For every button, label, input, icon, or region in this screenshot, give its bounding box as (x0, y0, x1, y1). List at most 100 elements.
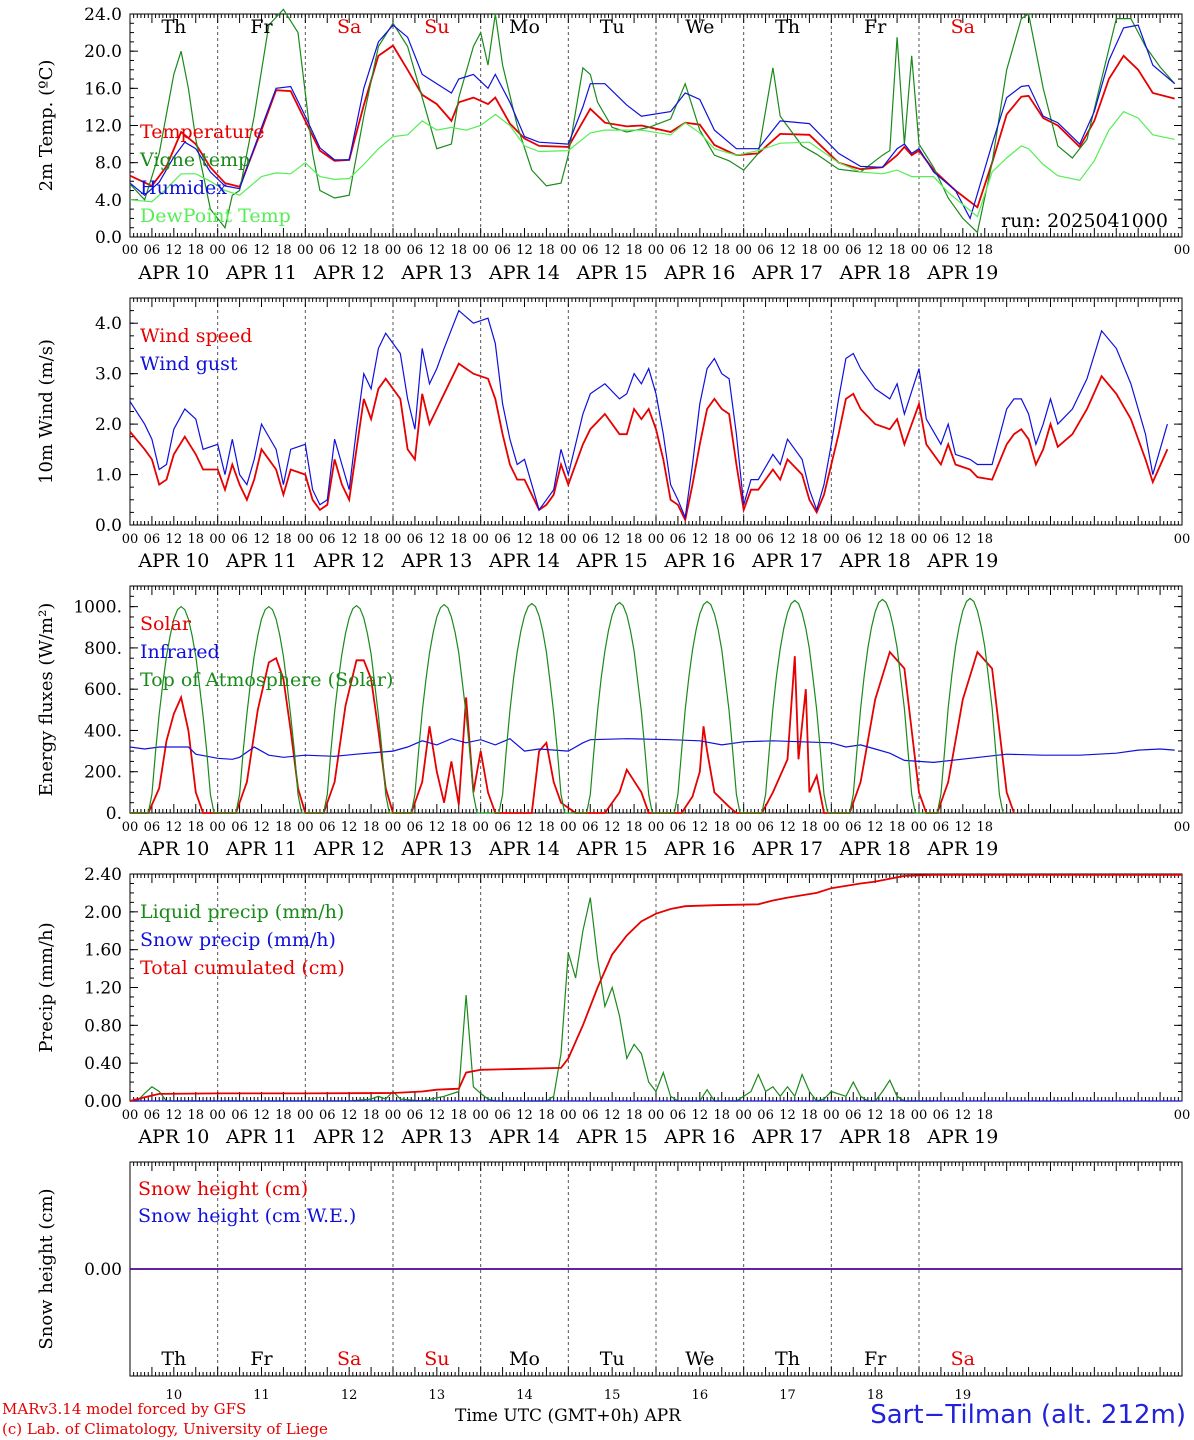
weekday-label: Su (424, 1348, 449, 1370)
hour-tick-label: 18 (275, 1108, 292, 1123)
hour-tick-label: 00 (297, 820, 314, 835)
date-label: APR 12 (313, 550, 385, 572)
series-line (129, 24, 1176, 220)
hour-tick-label: 12 (516, 1108, 533, 1123)
panel-frame (129, 13, 1183, 238)
y-tick-label: 8.0 (95, 154, 122, 174)
y-tick-label: 0.0 (95, 228, 122, 248)
legend-entry: Snow precip (mm/h) (140, 929, 336, 951)
hour-tick-label: 18 (713, 243, 730, 258)
time-axis-label: Time UTC (GMT+0h) APR (455, 1406, 681, 1426)
hour-tick-label: 18 (889, 1108, 906, 1123)
hour-tick-label: 06 (845, 243, 862, 258)
hour-tick-label: 06 (494, 532, 511, 547)
hour-tick-label: 00 (1174, 243, 1191, 258)
hour-tick-label: 00 (122, 532, 139, 547)
model-credit: MARv3.14 model forced by GFS (2, 1400, 247, 1418)
date-label: APR 16 (663, 838, 735, 860)
date-label: APR 13 (400, 1126, 472, 1148)
day-number-label: 16 (692, 1388, 709, 1403)
hour-tick-label: 00 (385, 532, 402, 547)
hour-tick-label: 12 (692, 820, 709, 835)
day-number-label: 14 (516, 1388, 533, 1403)
date-label: APR 16 (663, 1126, 735, 1148)
hour-tick-label: 12 (253, 1108, 270, 1123)
legend-entry: Liquid precip (mm/h) (140, 901, 344, 923)
hour-tick-label: 00 (1174, 532, 1191, 547)
series-line (129, 8, 1176, 234)
weekday-label: Sa (951, 1348, 975, 1370)
hour-tick-label: 12 (341, 820, 358, 835)
hour-tick-label: 00 (911, 1108, 928, 1123)
y-tick-label: 4.0 (95, 314, 122, 334)
series-line (129, 874, 1182, 1102)
hour-tick-label: 06 (845, 532, 862, 547)
hour-tick-label: 12 (867, 820, 884, 835)
hour-tick-label: 00 (385, 1108, 402, 1123)
hour-tick-label: 12 (429, 243, 446, 258)
weekday-label: Mo (509, 1348, 540, 1370)
hour-tick-label: 06 (670, 243, 687, 258)
hour-tick-label: 18 (801, 820, 818, 835)
hour-tick-label: 00 (648, 532, 665, 547)
hour-tick-label: 12 (166, 1108, 183, 1123)
series-line (129, 738, 1175, 764)
hour-tick-label: 18 (450, 820, 467, 835)
hour-tick-label: 00 (823, 1108, 840, 1123)
hour-tick-label: 06 (231, 243, 248, 258)
hour-tick-label: 00 (209, 1108, 226, 1123)
legend-entry: Top of Atmosphere (Solar) (140, 669, 393, 691)
y-tick-label: 1.0 (95, 466, 122, 486)
hour-tick-label: 12 (692, 532, 709, 547)
hour-tick-label: 00 (297, 243, 314, 258)
y-tick-label: 600. (84, 680, 122, 700)
hour-tick-label: 00 (209, 532, 226, 547)
hour-tick-label: 00 (735, 243, 752, 258)
panel-5: 0.00 Snow height (cm) Snow height (cm) Snow… (36, 1161, 1183, 1403)
date-label: APR 16 (663, 262, 735, 284)
hour-tick-label: 00 (122, 1108, 139, 1123)
y-tick-label: 800. (84, 639, 122, 659)
hour-tick-label: 06 (319, 820, 336, 835)
hour-tick-label: 18 (538, 1108, 555, 1123)
hour-tick-label: 00 (648, 1108, 665, 1123)
hour-tick-label: 06 (319, 1108, 336, 1123)
hour-tick-label: 00 (560, 1108, 577, 1123)
hour-tick-label: 18 (187, 532, 204, 547)
date-label: APR 10 (137, 838, 209, 860)
hour-tick-label: 00 (385, 243, 402, 258)
hour-tick-label: 18 (713, 532, 730, 547)
date-label: APR 11 (225, 1126, 297, 1148)
hour-tick-label: 18 (275, 532, 292, 547)
hour-tick-label: 00 (209, 820, 226, 835)
hour-tick-label: 00 (209, 243, 226, 258)
hour-tick-label: 18 (889, 532, 906, 547)
hour-tick-label: 06 (933, 243, 950, 258)
y-tick-label: 0.40 (84, 1054, 122, 1074)
hour-tick-label: 06 (494, 820, 511, 835)
date-label: APR 13 (400, 262, 472, 284)
day-number-label: 13 (429, 1388, 446, 1403)
weekday-label: Sa (337, 1348, 361, 1370)
y-tick-label: 200. (84, 763, 122, 783)
hour-tick-label: 18 (976, 1108, 993, 1123)
hour-tick-label: 12 (692, 1108, 709, 1123)
hour-tick-label: 12 (166, 532, 183, 547)
hour-tick-label: 06 (494, 1108, 511, 1123)
hour-tick-label: 18 (363, 1108, 380, 1123)
panel-3: 0. 200. 400. 600. 800. 1000. Energy fluxes (W/… (36, 585, 1190, 860)
hour-tick-label: 00 (648, 243, 665, 258)
y-tick-label: 16.0 (84, 79, 122, 99)
legend-entry: Wind speed (140, 325, 252, 347)
hour-tick-label: 12 (253, 243, 270, 258)
date-label: APR 17 (751, 550, 823, 572)
y-axis-label: Precip (mm/h) (36, 922, 57, 1052)
y-tick-label: 24.0 (84, 5, 122, 25)
date-label: APR 10 (137, 1126, 209, 1148)
hour-tick-label: 12 (692, 243, 709, 258)
weekday-label: Th (161, 16, 186, 38)
hour-tick-label: 12 (429, 1108, 446, 1123)
date-label: APR 15 (576, 550, 648, 572)
day-number-label: 10 (166, 1388, 183, 1403)
hour-tick-label: 06 (144, 1108, 161, 1123)
